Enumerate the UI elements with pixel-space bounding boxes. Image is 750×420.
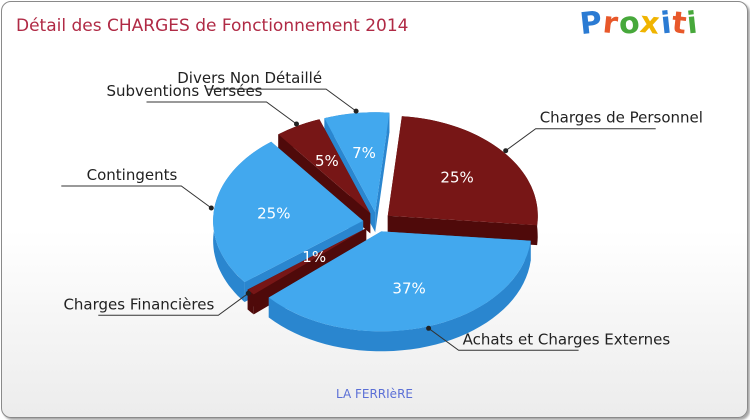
slice-divers-non-detaille[interactable] bbox=[324, 112, 390, 213]
slice-contingents[interactable] bbox=[213, 141, 364, 283]
callout-achats-et-charges-externes: Achats et Charges Externes bbox=[463, 330, 671, 348]
slice-charges-de-personnel[interactable] bbox=[387, 116, 538, 226]
pie-slices bbox=[213, 112, 538, 352]
callout-charges-financieres: Charges Financières bbox=[63, 295, 214, 313]
slice-wall-charges-financieres bbox=[247, 228, 367, 310]
slice-wall-divers-non-detaille bbox=[375, 112, 390, 233]
callout-subventions-versees: Subventions Versées bbox=[106, 82, 262, 100]
chart-title: Détail des CHARGES de Fonctionnement 201… bbox=[16, 16, 409, 36]
pct-label-achats-et-charges-externes: 37% bbox=[392, 279, 425, 297]
slice-achats-et-charges-externes[interactable] bbox=[268, 231, 531, 332]
callout-divers-non-detaille: Divers Non Détaillé bbox=[177, 69, 322, 87]
leader-dot-charges-de-personnel bbox=[503, 148, 509, 154]
pct-label-subventions-versees: 5% bbox=[315, 152, 339, 170]
callout-labels: Charges de Personnel Achats et Charges Ex… bbox=[61, 69, 703, 351]
leader-dot-achats-et-charges-externes bbox=[426, 325, 432, 331]
slice-side-achats-et-charges-externes bbox=[268, 240, 531, 352]
chart-caption: LA FERRIèRE bbox=[336, 387, 413, 401]
leader-line-subventions-versees bbox=[146, 101, 297, 125]
pct-label-charges-de-personnel: 25% bbox=[440, 169, 473, 187]
pct-label-contingents: 25% bbox=[257, 204, 290, 222]
percent-labels: 25% 37% 1% 25% 5% 7% bbox=[257, 144, 474, 298]
leader-dot-divers-non-detaille bbox=[353, 108, 359, 114]
leader-line-charges-financieres bbox=[98, 292, 249, 316]
leader-line-divers-non-detaille bbox=[206, 88, 357, 112]
pct-label-charges-financieres: 1% bbox=[302, 248, 326, 266]
pct-label-divers-non-detaille: 7% bbox=[352, 144, 376, 162]
leader-line-achats-et-charges-externes bbox=[428, 327, 579, 351]
slice-subventions-versees[interactable] bbox=[278, 119, 371, 214]
callout-charges-de-personnel: Charges de Personnel bbox=[540, 109, 703, 127]
leader-dot-contingents bbox=[208, 205, 214, 211]
leader-dot-subventions-versees bbox=[294, 121, 299, 127]
callout-contingents: Contingents bbox=[87, 166, 178, 184]
leader-dot-charges-financieres bbox=[245, 290, 251, 296]
leader-line-contingents bbox=[61, 185, 212, 209]
leader-line-charges-de-personnel bbox=[505, 128, 656, 152]
slice-charges-financieres[interactable] bbox=[247, 228, 367, 295]
